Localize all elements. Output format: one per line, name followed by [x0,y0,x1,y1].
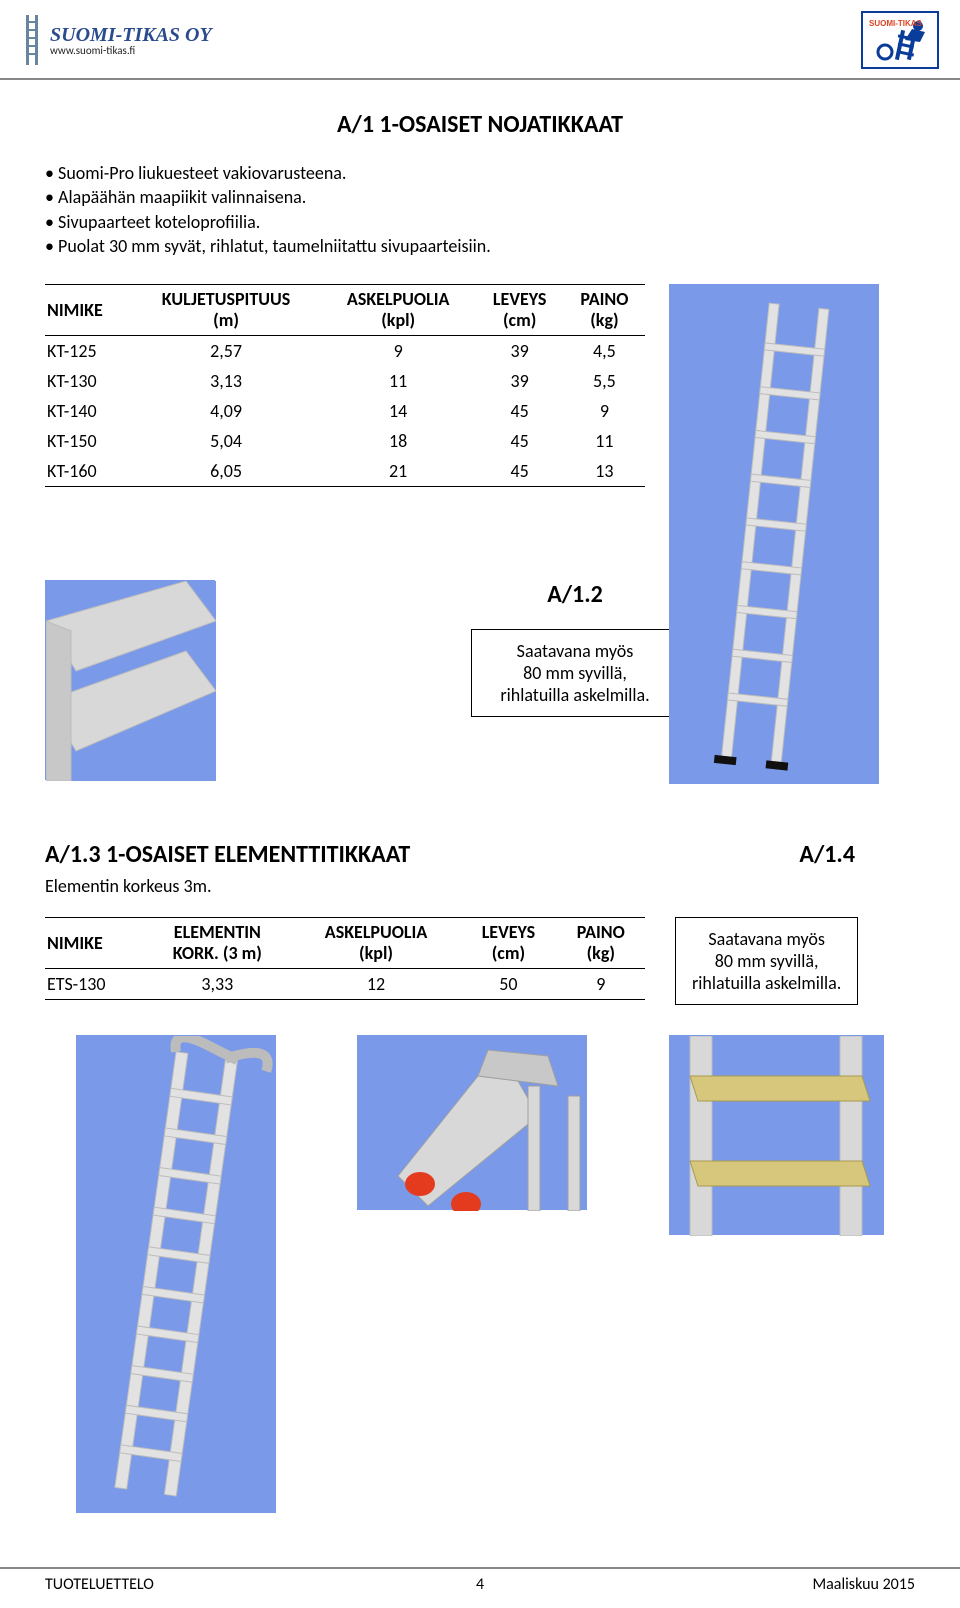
page-footer: TUOTELUETTELO 4 Maaliskuu 2015 [0,1567,960,1594]
section3-subtitle: Elementin korkeus 3m. [45,875,915,897]
table-header-row: NIMIKE ELEMENTINKORK. (3 m) ASKELPUOLIA(… [45,918,645,968]
ladder-image-3 [76,1035,276,1513]
logo-left: SUOMI-TIKAS OY www.suomi-tikas.fi [20,15,212,65]
logo-right: SUOMI-TIKAS [860,10,940,70]
company-url: www.suomi-tikas.fi [50,45,212,56]
table-row: ETS-1303,3312509 [45,968,645,999]
list-item: Puolat 30 mm syvät, rihlatut, taumelniit… [45,234,915,258]
table-header-row: NIMIKE KULJETUSPITUUS(m) ASKELPUOLIA(kpl… [45,285,645,335]
table-row: KT-1606,05214513 [45,456,645,487]
table-row: KT-1252,579394,5 [45,335,645,366]
list-item: Sivupaarteet koteloprofiilia. [45,210,915,234]
ladder-icon [20,15,44,65]
ladder-image-5 [669,1035,884,1235]
section1-title: A/1 1-OSAISET NOJATIKKAAT [45,110,915,139]
section3-note: Saatavana myös 80 mm syvillä, rihlatuill… [675,917,858,1005]
company-name: SUOMI-TIKAS OY [50,25,212,45]
section1-bullets: Suomi-Pro liukuesteet vakiovarusteena. A… [45,161,915,258]
footer-page-number: 4 [476,1575,484,1594]
section1-table: NIMIKE KULJETUSPITUUS(m) ASKELPUOLIA(kpl… [45,284,645,486]
page-header: SUOMI-TIKAS OY www.suomi-tikas.fi SUOMI-… [0,0,960,80]
page-content: A/1 1-OSAISET NOJATIKKAAT Suomi-Pro liuk… [0,80,960,1523]
table-row: KT-1303,1311395,5 [45,366,645,396]
ladder-image-2 [45,580,215,780]
table-row: KT-1505,04184511 [45,426,645,456]
section3-title: A/1.3 1-OSAISET ELEMENTTITIKKAAT [45,840,410,869]
list-item: Suomi-Pro liukuesteet vakiovarusteena. [45,161,915,185]
section2-note: Saatavana myös 80 mm syvillä, rihlatuill… [471,629,678,717]
section3-table: NIMIKE ELEMENTINKORK. (3 m) ASKELPUOLIA(… [45,917,645,999]
section3-title-right: A/1.4 [799,840,915,869]
svg-text:SUOMI-TIKAS: SUOMI-TIKAS [869,19,923,28]
footer-right: Maaliskuu 2015 [812,1575,915,1594]
ladder-image-1 [669,284,879,784]
footer-left: TUOTELUETTELO [45,1575,154,1594]
ladder-image-4 [357,1035,587,1210]
table-row: KT-1404,0914459 [45,396,645,426]
list-item: Alapäähän maapiikit valinnaisena. [45,185,915,209]
